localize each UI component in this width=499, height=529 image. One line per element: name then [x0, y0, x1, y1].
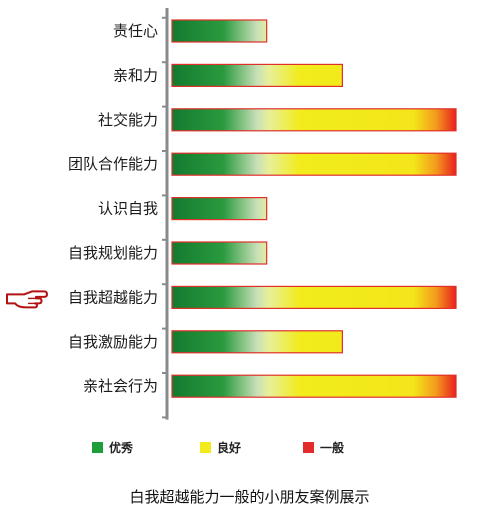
bar — [171, 285, 457, 309]
category-label: 团队合作能力 — [68, 155, 158, 173]
category-label: 自我超越能力 — [68, 288, 158, 306]
legend-swatch — [92, 442, 103, 453]
bar — [171, 63, 343, 88]
bar — [171, 108, 457, 132]
legend: 优秀 良好 一般 — [92, 440, 344, 455]
y-axis — [162, 8, 169, 420]
category-label: 自我规划能力 — [68, 244, 158, 262]
pointing-hand-icon — [6, 290, 48, 309]
bars-group — [171, 19, 457, 398]
category-label: 亲社会行为 — [83, 377, 158, 395]
bar — [171, 241, 268, 265]
pointing-hand-icon — [6, 290, 48, 309]
legend-swatch — [200, 442, 211, 453]
legend-label: 一般 — [320, 440, 344, 455]
chart-caption: 白我超越能力一般的小朋友案例展示 — [129, 488, 370, 506]
bar — [171, 19, 268, 43]
bar — [171, 152, 457, 176]
bar-chart: 责任心亲和力社交能力团队合作能力认识自我自我规划能力自我超越能力自我激励能力亲社… — [6, 8, 457, 455]
legend-swatch — [303, 442, 314, 453]
category-label: 自我激励能力 — [68, 333, 158, 351]
bar — [171, 374, 457, 398]
category-label: 亲和力 — [113, 66, 158, 84]
category-label: 认识自我 — [98, 200, 158, 218]
bar — [171, 197, 268, 221]
legend-label: 良好 — [217, 440, 241, 455]
category-labels: 责任心亲和力社交能力团队合作能力认识自我自我规划能力自我超越能力自我激励能力亲社… — [68, 22, 158, 395]
category-label: 社交能力 — [98, 111, 158, 129]
category-label: 责任心 — [113, 22, 158, 40]
bar — [171, 330, 343, 354]
legend-label: 优秀 — [109, 440, 134, 455]
